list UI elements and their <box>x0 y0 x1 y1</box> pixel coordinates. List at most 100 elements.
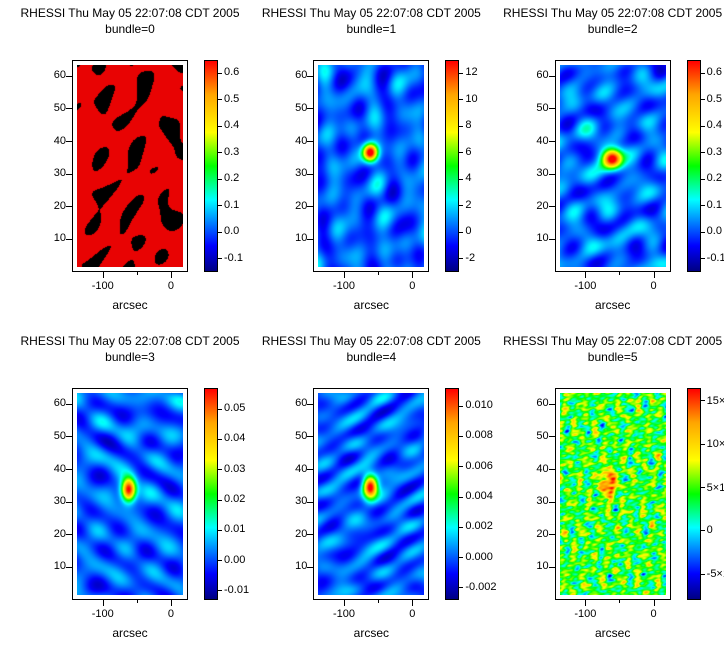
y-axis-tick <box>548 75 555 77</box>
panel-bundle-3: RHESSI Thu May 05 22:07:08 CDT 2005 bundl… <box>0 328 249 656</box>
panel-subtitle: bundle=5 <box>587 350 638 364</box>
colorbar-tick-label: 4 <box>465 172 472 185</box>
colorbar-tick-label: 0.05 <box>224 402 246 415</box>
y-tick-label: 10 <box>53 232 66 245</box>
y-tick-label: 30 <box>53 167 66 180</box>
y-axis-tick <box>66 534 72 536</box>
panel-title: RHESSI Thu May 05 22:07:08 CDT 2005 <box>20 6 240 20</box>
y-axis-tick <box>307 238 314 240</box>
colorbar-tick <box>700 152 705 154</box>
y-axis-tick <box>548 501 555 503</box>
heatmap-canvas <box>77 393 183 595</box>
colorbar <box>204 388 218 600</box>
colorbar-tick-label: 0.006 <box>465 459 493 472</box>
y-tick-label: 20 <box>536 527 549 540</box>
panel-title: RHESSI Thu May 05 22:07:08 CDT 2005 <box>20 334 240 348</box>
colorbar-tick <box>459 178 464 180</box>
colorbar-tick <box>700 443 705 445</box>
y-tick-label: 60 <box>53 69 66 82</box>
y-tick-label: 40 <box>536 134 549 147</box>
colorbar-tick <box>700 573 705 575</box>
colorbar-tick <box>700 125 705 127</box>
colorbar-tick-label: 0.004 <box>465 490 493 503</box>
x-axis-label: arcsec <box>353 626 389 640</box>
x-axis-tick <box>585 600 587 606</box>
y-axis-tick <box>66 75 72 77</box>
x-axis-tick <box>170 600 172 606</box>
colorbar-tick <box>459 152 464 154</box>
y-tick-label: 10 <box>536 232 549 245</box>
y-axis-tick <box>307 108 314 110</box>
y-tick-label: 40 <box>295 134 308 147</box>
colorbar-tick-label: 0 <box>706 523 713 536</box>
colorbar-tick-label: -0.1 <box>706 251 724 264</box>
y-axis-tick <box>548 566 555 568</box>
colorbar-tick-label: 0 <box>465 225 472 238</box>
colorbar-tick <box>700 231 705 233</box>
colorbar-tick <box>459 72 464 74</box>
x-axis-minor-tick <box>378 272 380 275</box>
x-axis-minor-tick <box>619 272 621 275</box>
colorbar-tick <box>218 231 222 233</box>
colorbar-tick-label: 0.3 <box>706 145 722 158</box>
colorbar-tick <box>459 99 464 101</box>
colorbar-tick <box>700 99 705 101</box>
x-axis-tick <box>585 272 587 278</box>
y-axis-tick <box>307 534 314 536</box>
x-axis-label: arcsec <box>353 298 389 312</box>
x-tick-label: -100 <box>91 608 114 620</box>
y-tick-label: 10 <box>295 560 308 573</box>
colorbar-tick-label: 8 <box>465 119 472 132</box>
y-tick-label: 50 <box>536 101 549 114</box>
panel-title: RHESSI Thu May 05 22:07:08 CDT 2005 <box>261 334 481 348</box>
colorbar-tick-label: 0.3 <box>224 145 240 158</box>
colorbar-tick <box>218 72 222 74</box>
colorbar-tick-label: 0.000 <box>465 550 493 563</box>
y-axis-tick <box>548 534 555 536</box>
y-tick-label: 40 <box>53 134 66 147</box>
heatmap-canvas <box>77 65 183 267</box>
x-axis-label: arcsec <box>112 298 148 312</box>
y-axis-tick <box>66 436 72 438</box>
colorbar-tick <box>700 72 705 74</box>
panel-title: RHESSI Thu May 05 22:07:08 CDT 2005 <box>261 6 481 20</box>
y-axis-tick <box>548 141 555 143</box>
colorbar-tick-label: 0.0 <box>706 225 722 238</box>
x-axis-tick <box>344 272 346 278</box>
colorbar-tick <box>459 258 464 260</box>
colorbar-tick <box>218 152 222 154</box>
y-axis-tick <box>548 403 555 405</box>
colorbar-tick-label: -5×10⁻⁴ <box>706 568 724 581</box>
x-axis-label: arcsec <box>594 626 631 640</box>
heatmap-canvas <box>559 65 666 267</box>
panel-subtitle: bundle=3 <box>105 350 155 364</box>
x-tick-label: 0 <box>409 280 416 292</box>
colorbar-tick <box>218 258 222 260</box>
y-tick-label: 40 <box>53 462 66 475</box>
colorbar <box>445 60 460 272</box>
panel-title: RHESSI Thu May 05 22:07:08 CDT 2005 <box>503 334 723 348</box>
colorbar-tick-label: -0.01 <box>224 583 250 596</box>
colorbar-tick <box>218 408 222 410</box>
colorbar-tick-label: 0.1 <box>224 198 240 211</box>
y-tick-label: 30 <box>295 495 308 508</box>
colorbar-tick <box>459 231 464 233</box>
panel-bundle-5: RHESSI Thu May 05 22:07:08 CDT 2005 bundl… <box>483 328 724 656</box>
colorbar-tick-label: 0.4 <box>706 119 722 132</box>
panel-title: RHESSI Thu May 05 22:07:08 CDT 2005 <box>503 6 723 20</box>
y-axis-tick <box>66 206 72 208</box>
y-axis-tick <box>548 108 555 110</box>
y-axis-tick <box>548 206 555 208</box>
x-tick-label: -100 <box>333 608 356 620</box>
y-axis-tick <box>307 469 314 471</box>
colorbar-tick-label: 0.02 <box>224 493 246 506</box>
y-axis-tick <box>66 141 72 143</box>
y-tick-label: 20 <box>53 199 66 212</box>
y-tick-label: 20 <box>295 199 308 212</box>
y-tick-label: 50 <box>53 101 66 114</box>
y-axis-tick <box>66 238 72 240</box>
colorbar-tick <box>218 438 222 440</box>
colorbar-tick <box>459 496 464 498</box>
colorbar-tick-label: 10×10⁻⁴ <box>706 438 724 451</box>
